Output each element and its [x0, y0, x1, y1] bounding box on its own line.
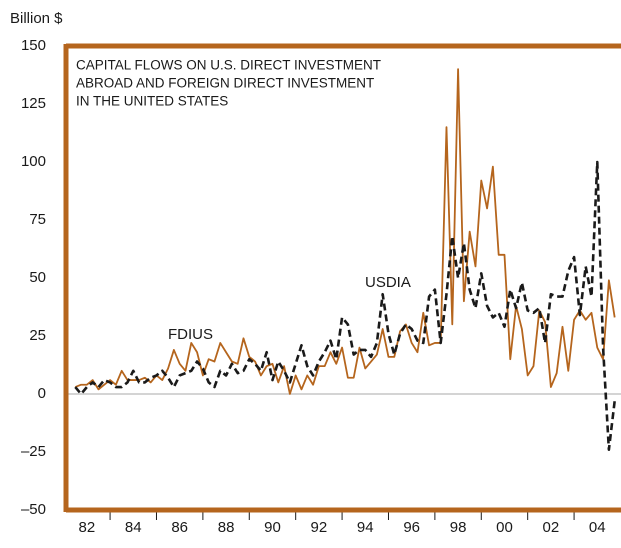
x-tick-label: 04	[589, 519, 606, 536]
series-label: FDIUS	[168, 326, 213, 343]
chart-title: ABROAD AND FOREIGN DIRECT INVESTMENT	[76, 76, 374, 91]
x-tick-label: 00	[496, 519, 513, 536]
series-line	[74, 68, 616, 395]
y-axis-label: Billion $	[10, 10, 63, 27]
y-tick-label: –50	[21, 501, 46, 518]
x-tick-label: 90	[264, 519, 281, 536]
series-line	[74, 160, 616, 451]
x-tick-label: 88	[218, 519, 235, 536]
chart-title: CAPITAL FLOWS ON U.S. DIRECT INVESTMENT	[76, 58, 381, 73]
y-tick-label: –25	[21, 443, 46, 460]
x-tick-label: 92	[311, 519, 328, 536]
series-label: USDIA	[365, 274, 411, 291]
y-tick-label: 50	[29, 269, 46, 286]
y-tick-label: 0	[38, 385, 46, 402]
x-tick-label: 96	[403, 519, 420, 536]
x-tick-label: 84	[125, 519, 142, 536]
y-tick-label: 25	[29, 327, 46, 344]
x-tick-label: 82	[79, 519, 96, 536]
y-tick-label: 100	[21, 153, 46, 170]
y-tick-label: 125	[21, 95, 46, 112]
x-tick-label: 02	[543, 519, 560, 536]
x-tick-label: 94	[357, 519, 374, 536]
y-tick-label: 150	[21, 37, 46, 54]
x-tick-label: 98	[450, 519, 467, 536]
y-tick-label: 75	[29, 211, 46, 228]
chart-title: IN THE UNITED STATES	[76, 94, 228, 109]
x-tick-label: 86	[171, 519, 188, 536]
